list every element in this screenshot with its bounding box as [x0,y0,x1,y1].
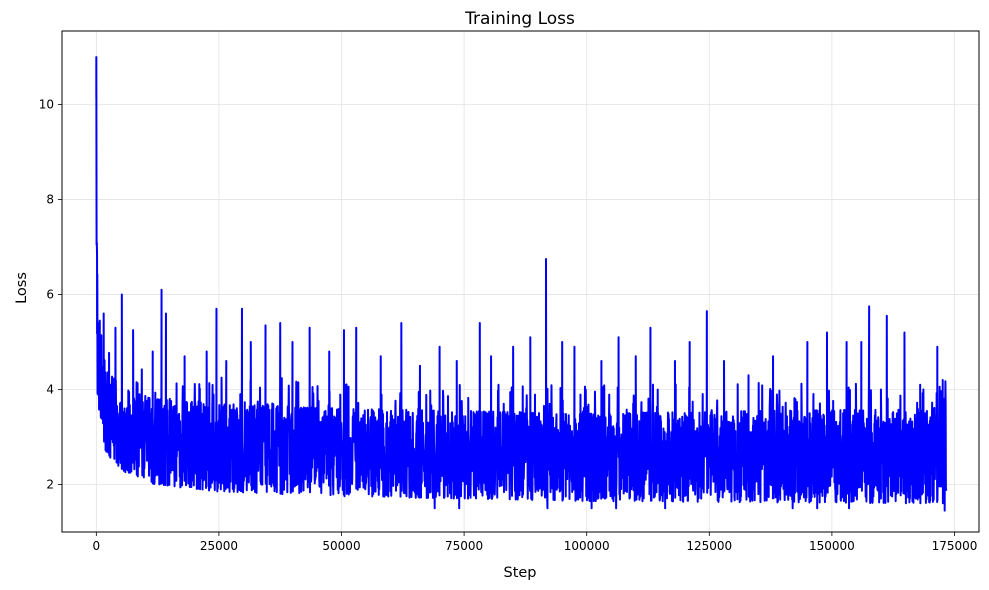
y-tick-label: 10 [39,98,54,112]
x-axis-label: Step [503,565,536,581]
x-tick-label: 150000 [809,539,855,553]
x-tick-label: 0 [93,539,101,553]
y-tick-label: 4 [46,383,54,397]
x-tick-label: 125000 [686,539,732,553]
y-tick-label: 2 [46,478,54,492]
x-tick-label: 75000 [445,539,483,553]
y-tick-label: 8 [46,193,54,207]
y-tick-label: 6 [46,288,54,302]
y-axis-label: Loss [14,272,30,304]
x-tick-label: 175000 [932,539,978,553]
x-tick-label: 100000 [564,539,610,553]
chart-title: Training Loss [464,9,575,29]
x-tick-label: 50000 [322,539,360,553]
x-tick-label: 25000 [200,539,238,553]
